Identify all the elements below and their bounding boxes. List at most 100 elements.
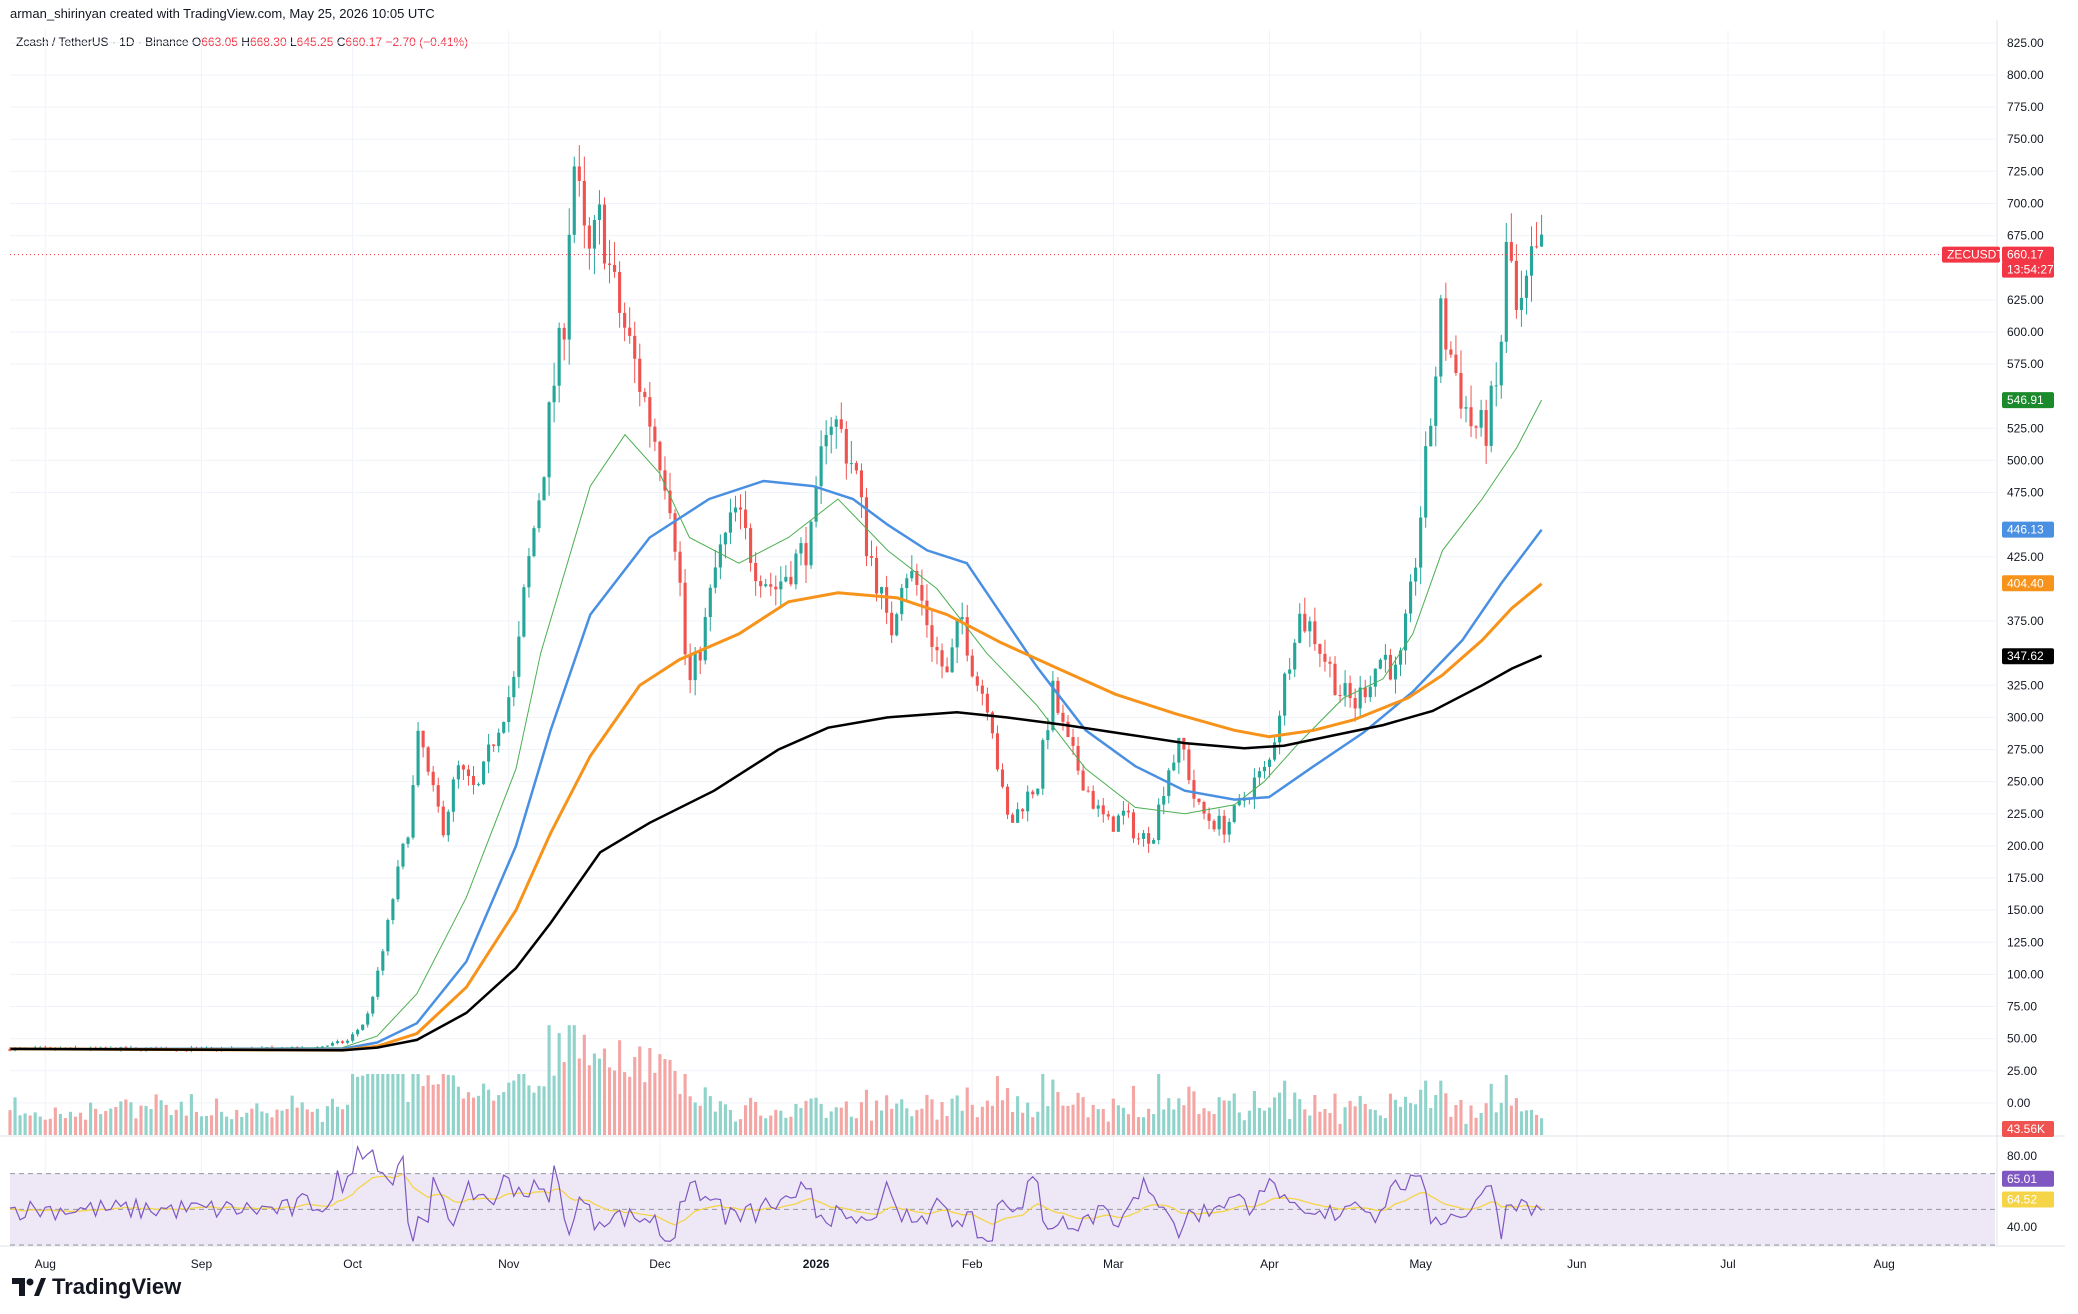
volume-bar: [1363, 1104, 1367, 1135]
volume-bar: [819, 1103, 823, 1135]
candle-body: [633, 335, 637, 359]
volume-bar: [134, 1118, 138, 1135]
candle-body: [320, 1046, 324, 1048]
volume-bar: [129, 1102, 133, 1135]
candle-body: [1222, 815, 1226, 835]
candle-body: [1414, 567, 1418, 582]
volume-bar: [607, 1067, 612, 1135]
volume-bar: [1429, 1108, 1433, 1135]
close-label: C: [336, 35, 346, 49]
volume-bar: [557, 1033, 561, 1135]
volume-bar: [1187, 1086, 1191, 1135]
volume-bar: [1499, 1102, 1503, 1135]
low-value: 645.25: [296, 35, 334, 49]
candle-body: [371, 996, 375, 1014]
volume-bar: [406, 1101, 410, 1135]
volume-bar: [114, 1106, 118, 1135]
candle-body: [1096, 805, 1100, 809]
candle-body: [1534, 246, 1539, 248]
candle-body: [844, 429, 848, 464]
candle-body: [1469, 407, 1473, 427]
ma-value-tag-bg: [2002, 575, 2054, 592]
volume-bar: [1207, 1111, 1211, 1135]
candle-body: [1011, 814, 1015, 823]
candle-body: [809, 521, 813, 566]
candle-body: [1227, 822, 1231, 835]
volume-bar: [38, 1116, 42, 1135]
candle-body: [930, 625, 934, 647]
candle-body: [1066, 721, 1070, 738]
candle-body: [461, 765, 465, 770]
symbol-legend[interactable]: Zcash / TetherUS · 1D · Binance O663.05 …: [16, 35, 468, 49]
candle-body: [1272, 742, 1277, 760]
volume-bar: [1262, 1110, 1267, 1135]
countdown-tag: 13:54:27: [2007, 263, 2054, 277]
price-axis[interactable]: 825.00 800.00 775.00 750.00 725.00 700.00 675.…: [2007, 36, 2044, 1110]
candle-body: [1519, 297, 1523, 310]
volume-bar: [890, 1108, 894, 1135]
candle-body: [446, 811, 450, 836]
price-tick-label: 275.00: [2007, 743, 2044, 757]
candle-body: [678, 551, 682, 583]
candle-body: [512, 676, 516, 698]
chart-caption: arman_shirinyan created with TradingView…: [10, 6, 435, 21]
volume-bar: [1469, 1105, 1473, 1135]
volume-bar: [1368, 1109, 1372, 1135]
volume-bar: [743, 1105, 748, 1135]
price-tick-label: 575.00: [2007, 357, 2044, 371]
tradingview-logo[interactable]: TradingView: [12, 1274, 181, 1300]
volume-bar: [799, 1107, 803, 1135]
candle-body: [1242, 799, 1246, 801]
volume-bar: [1031, 1117, 1035, 1135]
volume-bar: [592, 1053, 596, 1135]
candle-body: [356, 1029, 360, 1035]
volume-bar: [476, 1095, 481, 1135]
candle-body: [1005, 786, 1010, 815]
candle-body: [1207, 813, 1211, 821]
candle-body: [547, 402, 551, 478]
candle-body: [613, 264, 617, 272]
time-tick-label: Aug: [35, 1257, 56, 1271]
ma-value-tag: 404.40: [2007, 576, 2044, 590]
candle-body: [683, 582, 687, 655]
volume-bar: [1313, 1095, 1317, 1135]
candle-body: [1142, 833, 1146, 839]
candle-body: [643, 391, 647, 398]
candle-body: [406, 837, 410, 844]
candle-body: [960, 617, 964, 619]
volume-bar: [1519, 1111, 1523, 1135]
volume-bar: [300, 1102, 304, 1135]
volume-bar: [1056, 1092, 1060, 1135]
volume-bar: [189, 1094, 193, 1135]
candle-body: [1540, 234, 1544, 247]
volume-bar: [809, 1098, 813, 1135]
ma-value-tag: 446.13: [2007, 523, 2044, 537]
volume-bar: [990, 1105, 994, 1135]
candle-body: [1177, 737, 1181, 763]
moving-average-line: [10, 582, 1543, 1052]
volume-bar: [139, 1105, 143, 1135]
volume-bar: [416, 1074, 420, 1135]
candle-body: [1398, 650, 1403, 665]
chart-grid: [0, 20, 2065, 1247]
time-axis[interactable]: Aug Sep Oct Nov Dec 2026 Feb Mar Apr May Jun Jul Aug: [35, 1257, 1895, 1271]
candle-body: [351, 1034, 355, 1041]
candle-body: [784, 576, 788, 582]
time-tick-label: Oct: [343, 1257, 362, 1271]
candle-body: [492, 744, 496, 747]
candle-body: [1353, 698, 1357, 709]
candle-body: [426, 747, 430, 772]
volume-bar: [1101, 1108, 1105, 1135]
candle-body: [1444, 298, 1448, 350]
volume-bar: [794, 1103, 798, 1135]
candle-body: [910, 571, 914, 579]
candle-body: [1202, 802, 1206, 814]
candle-body: [1464, 407, 1468, 409]
price-tick-label: 100.00: [2007, 967, 2044, 981]
symbol-name: Zcash / TetherUS · 1D · Binance: [16, 35, 189, 49]
volume-bar: [638, 1046, 642, 1135]
candle-body: [1288, 669, 1292, 674]
volume-bar: [1111, 1098, 1115, 1135]
candle-body: [1106, 814, 1110, 817]
